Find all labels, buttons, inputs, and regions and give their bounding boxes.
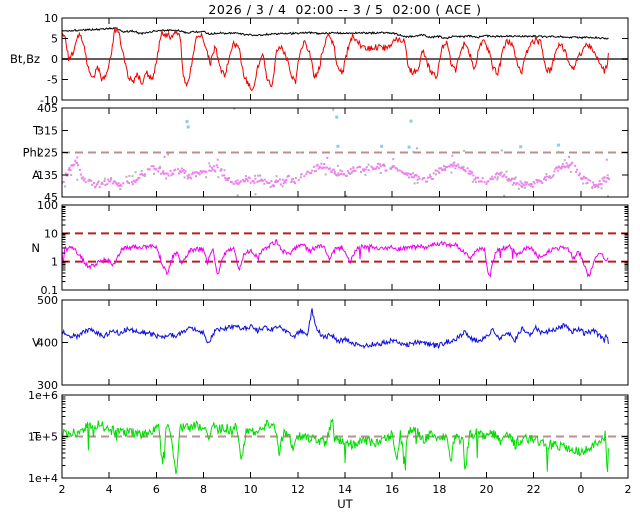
y-tick-label: 45 xyxy=(44,191,58,204)
y-tick-label: 300 xyxy=(37,379,58,392)
y-tick-label: 0 xyxy=(51,53,58,66)
y-tick-label: -10 xyxy=(40,94,58,107)
y-tick-label: 135 xyxy=(37,169,58,182)
x-tick-label: 6 xyxy=(153,483,160,496)
panel-body-density xyxy=(62,232,628,278)
panel-label-a: A xyxy=(32,168,40,182)
panel-body-speed xyxy=(62,308,609,350)
x-tick-label: 4 xyxy=(106,483,113,496)
y-tick-label: 10 xyxy=(44,12,58,25)
series-N xyxy=(62,239,609,278)
y-tick-label: 400 xyxy=(37,337,58,350)
series-T xyxy=(62,418,609,474)
x-tick-label: 2 xyxy=(625,483,632,496)
y-tick-label: 1e+4 xyxy=(28,472,58,485)
y-tick-label: -5 xyxy=(47,74,58,87)
x-tick-label: 10 xyxy=(244,483,258,496)
y-tick-label: 100 xyxy=(37,199,58,212)
panel-label-bt,bz: Bt,Bz xyxy=(10,52,40,66)
x-tick-label: 2 xyxy=(59,483,66,496)
panel-label-v: V xyxy=(32,336,40,350)
x-tick-label: 22 xyxy=(527,483,541,496)
panel-label-t: T xyxy=(32,123,41,137)
panel-label-t: T xyxy=(32,430,41,444)
y-tick-label: 1 xyxy=(51,256,58,269)
y-tick-label: 5 xyxy=(51,33,58,46)
tick-marks xyxy=(62,300,628,385)
y-tick-label: 405 xyxy=(37,102,58,115)
panel-label-n: N xyxy=(31,241,40,255)
panel-label-phi: Phi xyxy=(23,146,40,160)
y-tick-label: 315 xyxy=(37,124,58,137)
y-tick-label: 500 xyxy=(37,294,58,307)
panel-body-temperature xyxy=(62,418,628,474)
x-tick-label: 0 xyxy=(577,483,584,496)
panel-body-bt-bz xyxy=(62,26,628,92)
tick-marks xyxy=(62,108,628,197)
series-Bt xyxy=(62,26,609,40)
panel-frame-speed xyxy=(61,299,629,386)
series-Bz xyxy=(62,26,609,92)
scatter-phi-cyan xyxy=(185,115,560,149)
tick-marks xyxy=(62,395,628,478)
series-V xyxy=(62,308,609,350)
y-tick-label: 1e+6 xyxy=(28,389,58,402)
y-tick-label: 10 xyxy=(44,227,58,240)
x-tick-label: 14 xyxy=(338,483,352,496)
x-tick-label: 18 xyxy=(432,483,446,496)
x-axis-title: UT xyxy=(337,497,353,511)
scatter-phi-main xyxy=(62,154,611,189)
panel-body-phi xyxy=(62,108,628,197)
chart-title: 2026 / 3 / 4 02:00 -- 3 / 5 02:00 ( ACE … xyxy=(208,2,482,17)
x-tick-label: 16 xyxy=(385,483,399,496)
y-tick-label: 225 xyxy=(37,147,58,160)
tick-marks xyxy=(62,18,628,100)
x-tick-label: 12 xyxy=(291,483,305,496)
y-tick-label: 0.1 xyxy=(41,284,59,297)
x-tick-label: 20 xyxy=(480,483,494,496)
tick-marks xyxy=(62,205,628,290)
y-tick-label: 1e+5 xyxy=(28,431,58,444)
x-tick-label: 8 xyxy=(200,483,207,496)
